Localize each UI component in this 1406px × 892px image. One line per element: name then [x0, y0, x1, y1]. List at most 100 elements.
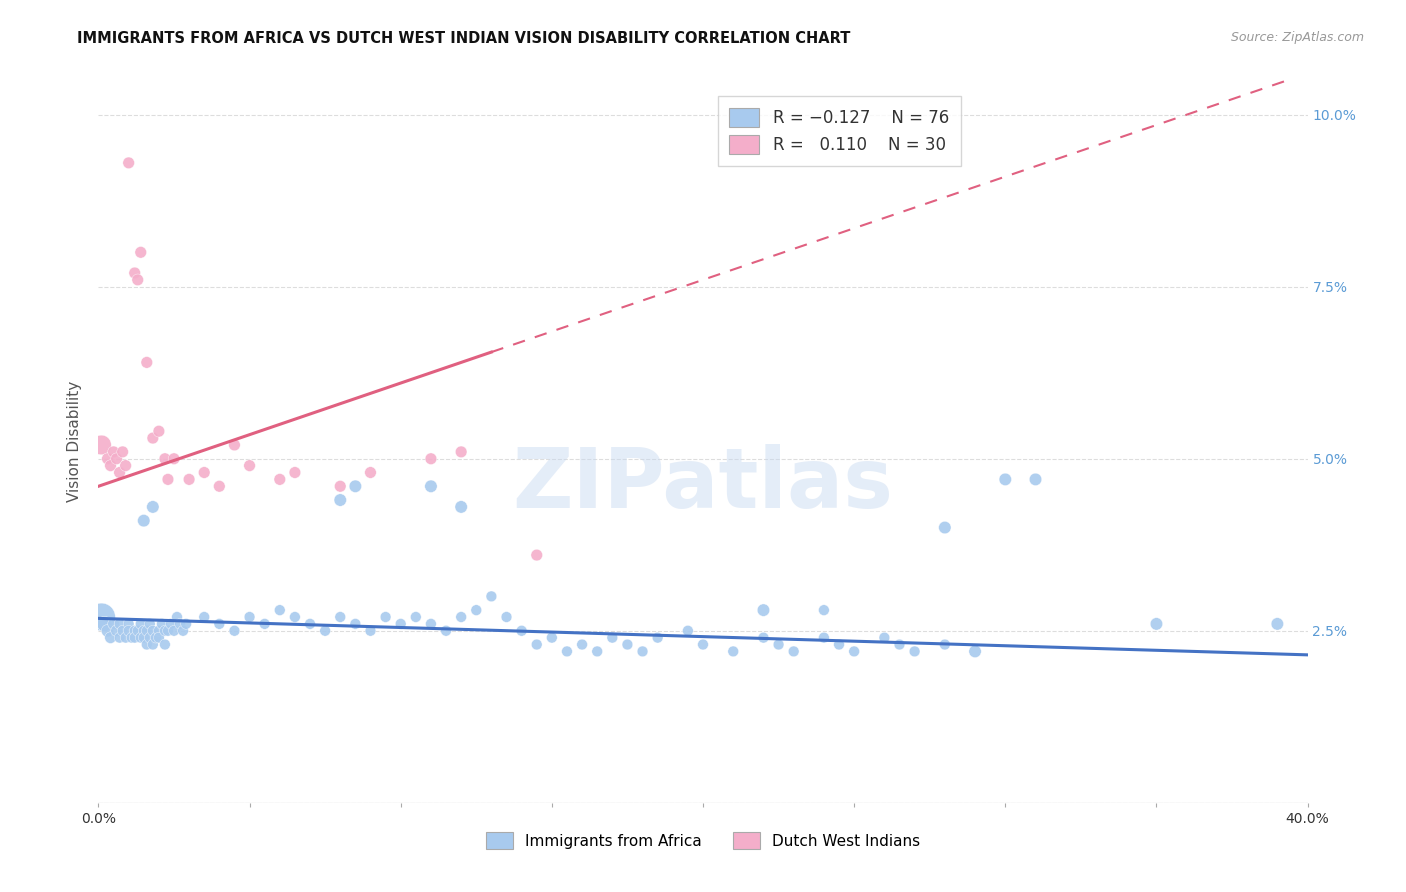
Point: [647, 631, 669, 645]
Point: [108, 631, 131, 645]
Point: [420, 616, 443, 631]
Point: [299, 616, 322, 631]
Point: [510, 624, 533, 638]
Point: [405, 610, 427, 624]
Point: [132, 514, 155, 528]
Point: [329, 493, 352, 508]
Point: [100, 631, 122, 645]
Point: [156, 472, 179, 486]
Point: [174, 616, 197, 631]
Point: [844, 644, 866, 658]
Point: [602, 631, 624, 645]
Point: [142, 431, 165, 445]
Point: [90, 610, 112, 624]
Point: [1267, 616, 1289, 631]
Point: [616, 638, 638, 652]
Point: [889, 638, 911, 652]
Point: [420, 479, 443, 493]
Point: [127, 624, 149, 638]
Point: [111, 624, 134, 638]
Point: [153, 624, 176, 638]
Point: [813, 631, 835, 645]
Point: [129, 631, 152, 645]
Point: [934, 638, 956, 652]
Point: [193, 466, 215, 480]
Point: [96, 451, 118, 466]
Point: [965, 644, 987, 658]
Point: [166, 610, 188, 624]
Point: [118, 624, 141, 638]
Point: [253, 616, 276, 631]
Point: [284, 610, 307, 624]
Text: ZIPatlas: ZIPatlas: [513, 444, 893, 525]
Point: [389, 616, 412, 631]
Point: [172, 624, 194, 638]
Text: IMMIGRANTS FROM AFRICA VS DUTCH WEST INDIAN VISION DISABILITY CORRELATION CHART: IMMIGRANTS FROM AFRICA VS DUTCH WEST IND…: [77, 31, 851, 46]
Point: [142, 624, 165, 638]
Point: [108, 616, 131, 631]
Point: [450, 610, 472, 624]
Point: [360, 466, 382, 480]
Point: [555, 644, 578, 658]
Point: [179, 472, 201, 486]
Point: [571, 638, 593, 652]
Point: [374, 610, 396, 624]
Point: [329, 479, 352, 493]
Point: [934, 520, 956, 534]
Point: [163, 624, 186, 638]
Point: [150, 616, 173, 631]
Point: [828, 638, 851, 652]
Point: [1024, 472, 1046, 486]
Point: [127, 273, 149, 287]
Point: [239, 458, 262, 473]
Point: [768, 638, 790, 652]
Point: [329, 610, 352, 624]
Point: [434, 624, 457, 638]
Point: [269, 603, 291, 617]
Legend: Immigrants from Africa, Dutch West Indians: Immigrants from Africa, Dutch West India…: [478, 824, 928, 856]
Point: [135, 624, 157, 638]
Point: [118, 156, 141, 170]
Point: [1144, 616, 1167, 631]
Point: [526, 638, 548, 652]
Point: [994, 472, 1017, 486]
Point: [148, 631, 170, 645]
Point: [129, 616, 152, 631]
Point: [526, 548, 548, 562]
Point: [169, 616, 191, 631]
Point: [284, 466, 307, 480]
Point: [540, 631, 562, 645]
Point: [239, 610, 262, 624]
Point: [450, 500, 472, 514]
Point: [90, 438, 112, 452]
Point: [420, 451, 443, 466]
Point: [132, 631, 155, 645]
Point: [96, 624, 118, 638]
Point: [111, 445, 134, 459]
Y-axis label: Vision Disability: Vision Disability: [67, 381, 83, 502]
Point: [752, 603, 775, 617]
Point: [108, 466, 131, 480]
Point: [118, 616, 141, 631]
Point: [904, 644, 927, 658]
Point: [135, 355, 157, 369]
Point: [208, 616, 231, 631]
Point: [129, 245, 152, 260]
Point: [103, 445, 125, 459]
Point: [100, 458, 122, 473]
Point: [752, 631, 775, 645]
Point: [121, 631, 143, 645]
Point: [465, 603, 488, 617]
Point: [139, 616, 162, 631]
Point: [360, 624, 382, 638]
Point: [124, 631, 146, 645]
Point: [153, 451, 176, 466]
Point: [481, 590, 503, 604]
Point: [156, 624, 179, 638]
Point: [135, 638, 157, 652]
Point: [153, 638, 176, 652]
Point: [692, 638, 714, 652]
Point: [224, 438, 246, 452]
Point: [873, 631, 896, 645]
Point: [142, 500, 165, 514]
